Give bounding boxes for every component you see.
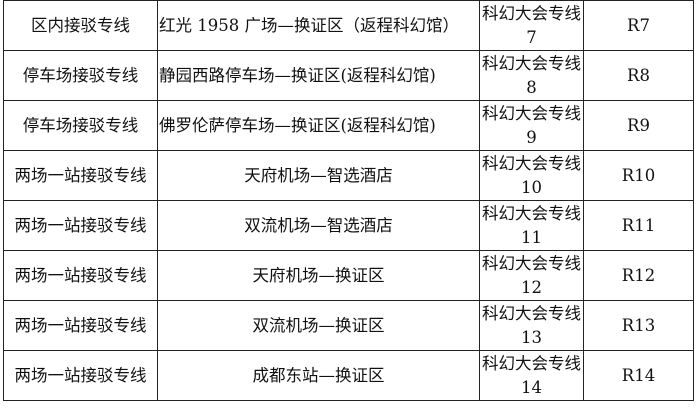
table-row: 两场一站接驳专线 天府机场—换证区 科幻大会专线 12 R12	[3, 250, 694, 301]
line-name-cell: 科幻大会专线 13	[479, 300, 584, 351]
shuttle-routes-table: 区内接驳专线 红光 1958 广场—换证区（返程科幻馆） 科幻大会专线 7 R7 停车场…	[3, 0, 694, 401]
line-code-cell: R10	[583, 150, 694, 201]
table-row: 区内接驳专线 红光 1958 广场—换证区（返程科幻馆） 科幻大会专线 7 R7	[3, 0, 694, 51]
table-row: 两场一站接驳专线 成都东站—换证区 科幻大会专线 14 R14	[3, 350, 694, 401]
route-cell: 静园西路停车场—换证区(返程科幻馆)	[157, 50, 480, 101]
line-name-cell: 科幻大会专线 8	[479, 50, 584, 101]
table-row: 两场一站接驳专线 天府机场—智选酒店 科幻大会专线 10 R10	[3, 150, 694, 201]
line-type-cell: 停车场接驳专线	[3, 50, 158, 101]
line-code-cell: R9	[583, 100, 694, 151]
line-name-cell: 科幻大会专线 7	[479, 0, 584, 51]
route-cell: 红光 1958 广场—换证区（返程科幻馆）	[157, 0, 480, 51]
route-cell: 佛罗伦萨停车场—换证区(返程科幻馆)	[157, 100, 480, 151]
line-name-cell: 科幻大会专线 12	[479, 250, 584, 301]
line-code-cell: R11	[583, 200, 694, 251]
line-name-cell: 科幻大会专线 10	[479, 150, 584, 201]
line-type-cell: 两场一站接驳专线	[3, 150, 158, 201]
route-cell: 双流机场—智选酒店	[157, 200, 480, 251]
route-cell: 天府机场—换证区	[157, 250, 480, 301]
table-row: 停车场接驳专线 佛罗伦萨停车场—换证区(返程科幻馆) 科幻大会专线 9 R9	[3, 100, 694, 151]
line-code-cell: R8	[583, 50, 694, 101]
line-name-cell: 科幻大会专线 14	[479, 350, 584, 401]
table-row: 两场一站接驳专线 双流机场—换证区 科幻大会专线 13 R13	[3, 300, 694, 351]
line-code-cell: R7	[583, 0, 694, 51]
line-code-cell: R14	[583, 350, 694, 401]
route-cell: 双流机场—换证区	[157, 300, 480, 351]
line-type-cell: 区内接驳专线	[3, 0, 158, 51]
route-cell: 天府机场—智选酒店	[157, 150, 480, 201]
line-type-cell: 两场一站接驳专线	[3, 250, 158, 301]
line-code-cell: R12	[583, 250, 694, 301]
route-cell: 成都东站—换证区	[157, 350, 480, 401]
line-type-cell: 两场一站接驳专线	[3, 200, 158, 251]
line-name-cell: 科幻大会专线 11	[479, 200, 584, 251]
line-type-cell: 两场一站接驳专线	[3, 300, 158, 351]
line-name-cell: 科幻大会专线 9	[479, 100, 584, 151]
table-row: 停车场接驳专线 静园西路停车场—换证区(返程科幻馆) 科幻大会专线 8 R8	[3, 50, 694, 101]
table-row: 两场一站接驳专线 双流机场—智选酒店 科幻大会专线 11 R11	[3, 200, 694, 251]
line-type-cell: 两场一站接驳专线	[3, 350, 158, 401]
line-type-cell: 停车场接驳专线	[3, 100, 158, 151]
line-code-cell: R13	[583, 300, 694, 351]
